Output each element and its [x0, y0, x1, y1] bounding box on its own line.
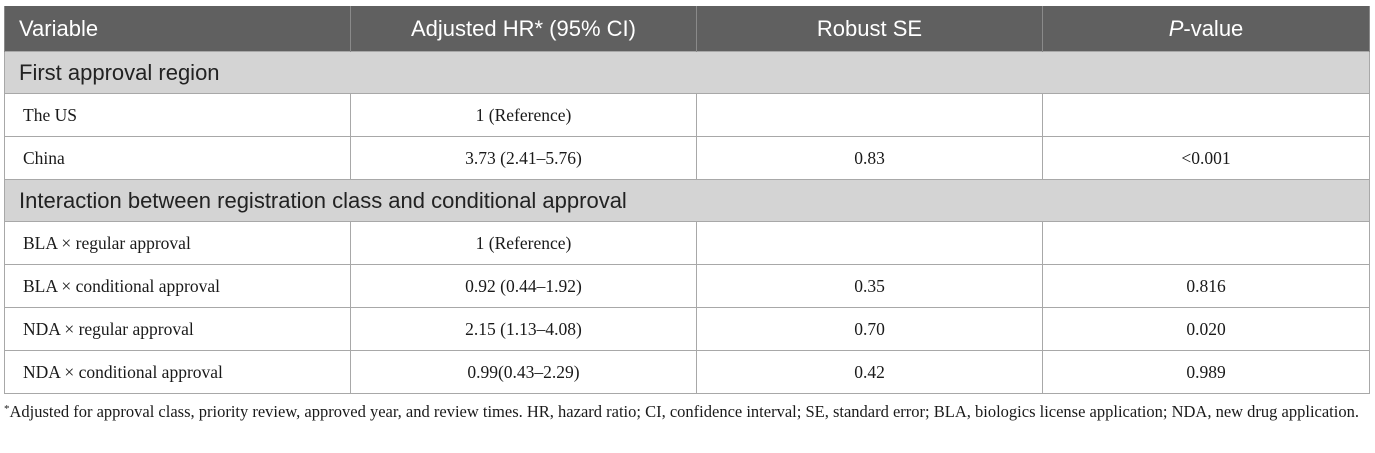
section-row-first-approval-region: First approval region [4, 51, 1370, 94]
footnote-marker: * [4, 403, 10, 415]
table-footnote: *Adjusted for approval class, priority r… [4, 398, 1369, 423]
header-p-italic: P [1168, 15, 1184, 41]
header-adjusted-hr: Adjusted HR* (95% CI) [350, 6, 697, 52]
header-variable: Variable [4, 6, 351, 52]
cell-p: 0.816 [1042, 264, 1370, 308]
results-table: Variable Adjusted HR* (95% CI) Robust SE… [4, 6, 1370, 394]
cell-variable: China [4, 136, 351, 180]
cell-p: 0.989 [1042, 350, 1370, 394]
table-row: China 3.73 (2.41–5.76) 0.83 <0.001 [4, 136, 1370, 180]
table-row: BLA × regular approval 1 (Reference) [4, 221, 1370, 265]
cell-variable: BLA × regular approval [4, 221, 351, 265]
footnote-text: Adjusted for approval class, priority re… [9, 402, 1359, 421]
cell-hr: 3.73 (2.41–5.76) [350, 136, 697, 180]
cell-p [1042, 221, 1370, 265]
cell-se [696, 221, 1043, 265]
header-p-rest: -value [1183, 15, 1244, 41]
section-title: First approval region [4, 51, 1370, 94]
cell-p [1042, 93, 1370, 137]
table-row: BLA × conditional approval 0.92 (0.44–1.… [4, 264, 1370, 308]
table-row: The US 1 (Reference) [4, 93, 1370, 137]
cell-se [696, 93, 1043, 137]
header-robust-se: Robust SE [696, 6, 1043, 52]
cell-hr: 2.15 (1.13–4.08) [350, 307, 697, 351]
cell-se: 0.70 [696, 307, 1043, 351]
table-body: First approval region The US 1 (Referenc… [4, 51, 1370, 394]
cell-se: 0.35 [696, 264, 1043, 308]
cell-hr: 0.99(0.43–2.29) [350, 350, 697, 394]
table-row: NDA × regular approval 2.15 (1.13–4.08) … [4, 307, 1370, 351]
cell-variable: The US [4, 93, 351, 137]
table-row: NDA × conditional approval 0.99(0.43–2.2… [4, 350, 1370, 394]
section-row-interaction: Interaction between registration class a… [4, 179, 1370, 222]
cell-hr: 1 (Reference) [350, 221, 697, 265]
cell-hr: 1 (Reference) [350, 93, 697, 137]
cell-variable: BLA × conditional approval [4, 264, 351, 308]
section-title: Interaction between registration class a… [4, 179, 1370, 222]
header-p-value: P-value [1042, 6, 1370, 52]
cell-se: 0.83 [696, 136, 1043, 180]
cell-p: <0.001 [1042, 136, 1370, 180]
cell-se: 0.42 [696, 350, 1043, 394]
cell-variable: NDA × regular approval [4, 307, 351, 351]
table-header: Variable Adjusted HR* (95% CI) Robust SE… [4, 6, 1370, 52]
cell-p: 0.020 [1042, 307, 1370, 351]
cell-variable: NDA × conditional approval [4, 350, 351, 394]
cell-hr: 0.92 (0.44–1.92) [350, 264, 697, 308]
header-row: Variable Adjusted HR* (95% CI) Robust SE… [4, 6, 1370, 52]
